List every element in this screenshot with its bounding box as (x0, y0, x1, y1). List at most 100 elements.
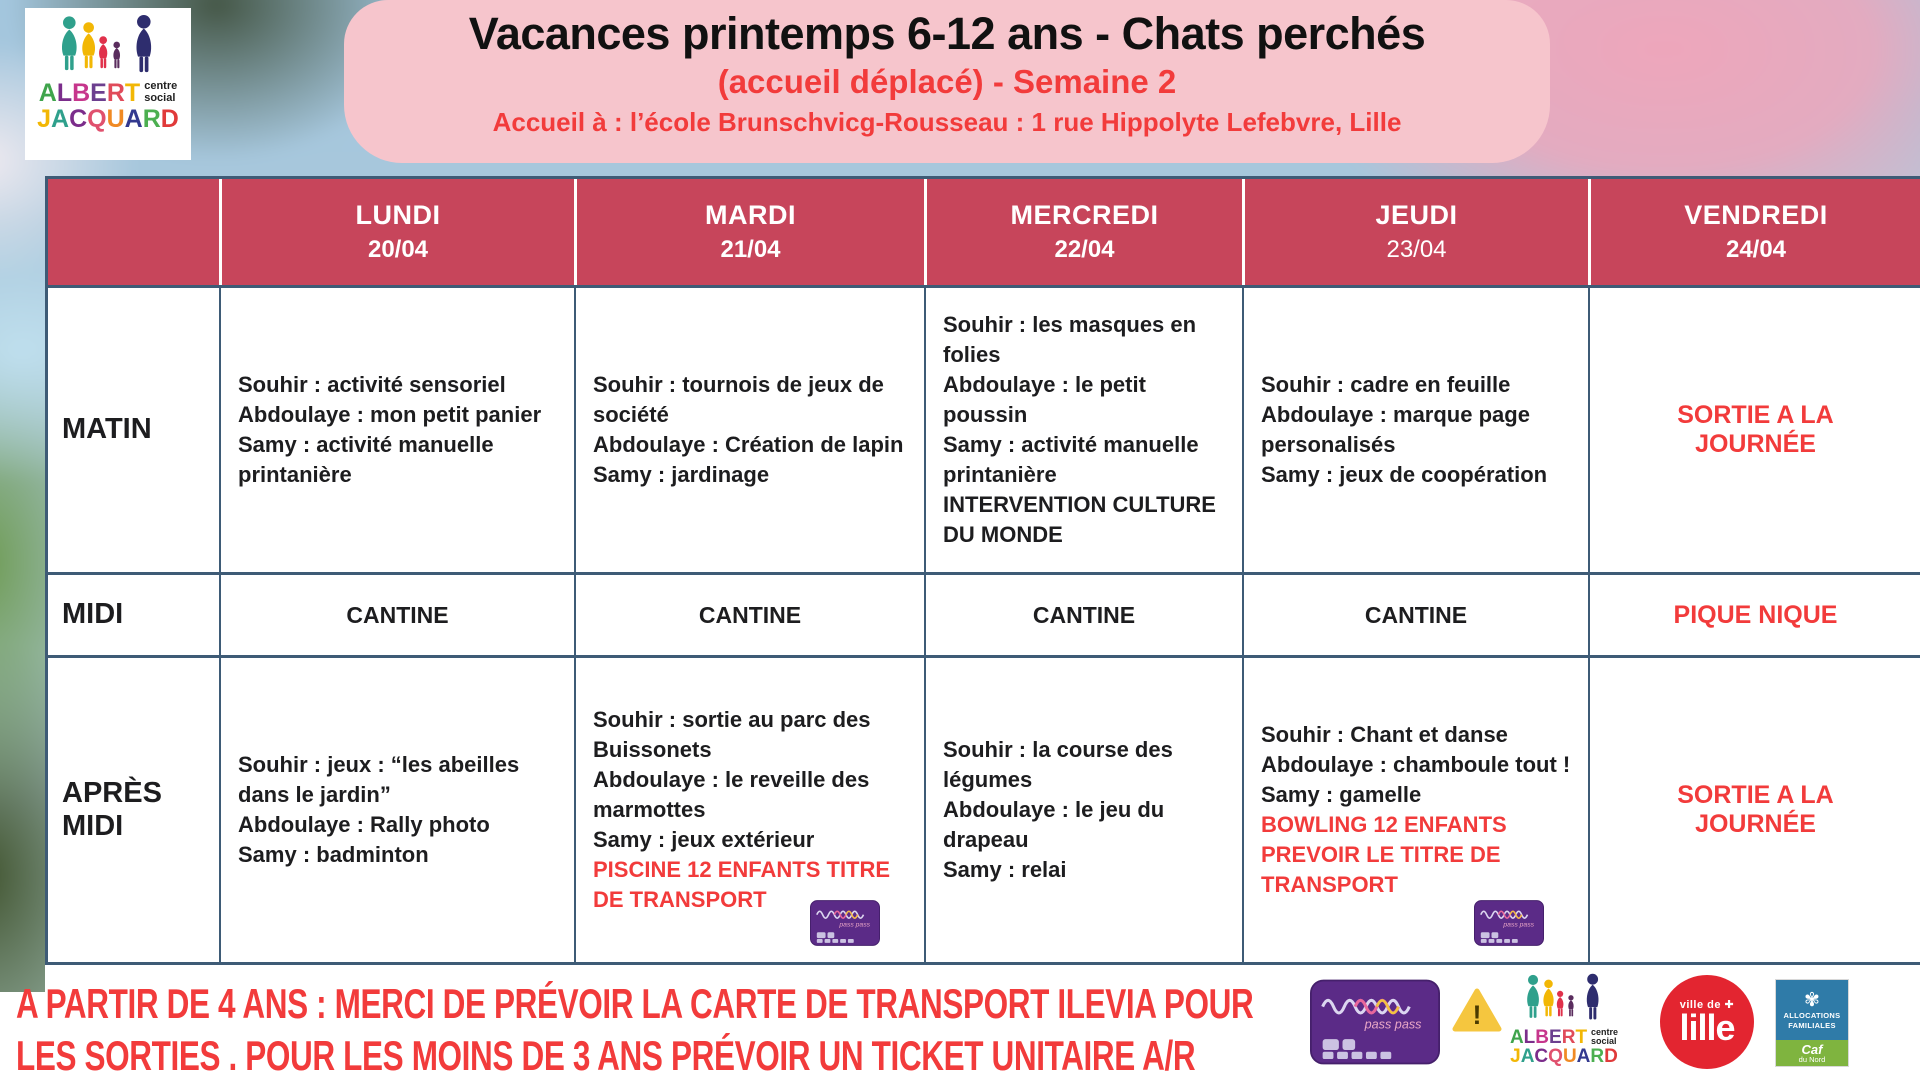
activity-line: BOWLING 12 ENFANTS PREVOIR LE TITRE DE T… (1261, 812, 1507, 898)
day-date: 24/04 (1725, 236, 1787, 263)
page-subtitle: (accueil déplacé) - Semaine 2 (717, 63, 1177, 100)
svg-text:pass pass: pass pass (1364, 1017, 1423, 1031)
cell-apres-midi-mardi: Souhir : sortie au parc des Buissonets Ab… (574, 655, 924, 962)
activity-line: Samy : jeux extérieur (593, 827, 815, 853)
logo-text-row: ALBERT centre social (1509, 1027, 1619, 1048)
day-header-vendredi: VENDREDI 24/04 (1588, 179, 1920, 285)
activity-line: Samy : activité manuelle printanière (943, 432, 1199, 488)
caf-logo-top: ✾ ALLOCATIONS FAMILIALES (1776, 980, 1848, 1040)
logo-dept-line2: social (144, 91, 176, 104)
activity-line: Abdoulaye : Création de lapin (593, 432, 904, 457)
day-header-mardi: MARDI 21/04 (574, 179, 924, 285)
activity-line: Abdoulaye : le reveille des marmottes (593, 766, 870, 822)
cell-apres-midi-lundi: Souhir : jeux : “les abeilles dans le ja… (219, 655, 574, 962)
logo-org-line1: ALBERT (1509, 1027, 1588, 1048)
activity-line: Souhir : Chant et danse (1261, 721, 1508, 747)
logo-org-line2: JACQUARD (37, 105, 179, 133)
family-figures (49, 14, 167, 79)
day-name: VENDREDI (1684, 200, 1828, 230)
day-name: LUNDI (355, 200, 441, 230)
transport-notice-line1: A PARTIR DE 4 ANS : MERCI DE PRÉVOIR LA … (16, 980, 1254, 1027)
transport-notice-line2: LES SORTIES . POUR LES MOINS DE 3 ANS PR… (16, 1032, 1196, 1079)
activity-line: Souhir : sortie au parc des Buissonets (593, 706, 871, 762)
title-banner: Vacances printemps 6-12 ans - Chats perc… (344, 0, 1550, 163)
activity-line: Abdoulaye : Rally photo (238, 812, 490, 837)
cell-midi-mercredi: CANTINE (924, 572, 1242, 655)
activity-line: Samy : jeux de coopération (1261, 462, 1548, 488)
logo-dept: centre social (1591, 1027, 1619, 1047)
passpass-card-logo: pass pass (1310, 977, 1440, 1067)
row-label-apres-midi: APRÈS MIDI (48, 655, 219, 962)
activity-line: Abdoulaye : chamboule tout ! (1261, 751, 1571, 777)
caf-logo: ✾ ALLOCATIONS FAMILIALES Caf du Nord (1776, 980, 1848, 1066)
activity-line: Samy : badminton (238, 842, 429, 868)
activity-line: Souhir : cadre en feuille (1261, 371, 1511, 397)
day-name: MERCREDI (1010, 200, 1159, 230)
row-label-midi: MIDI (48, 572, 219, 655)
passpass-card-icon: pass pass (810, 900, 880, 946)
cell-matin-jeudi: Souhir : cadre en feuille Abdoulaye : mar… (1242, 285, 1588, 572)
schedule-table: LUNDI 20/04 MARDI 21/04 MERCREDI 22/04 JEUDI 23… (45, 176, 1920, 965)
cell-matin-mardi: Souhir : tournois de jeux de société Abdo… (574, 285, 924, 572)
day-name: MARDI (705, 200, 796, 230)
activity-line: Souhir : activité sensoriel (238, 371, 506, 397)
albert-jacquard-footer-logo: ALBERT centre social JACQUARD (1500, 973, 1628, 1069)
logo-dept: centre social (144, 80, 178, 104)
page-title: Vacances printemps 6-12 ans - Chats perc… (468, 8, 1426, 59)
lille-logo-name: lille (1679, 1007, 1735, 1049)
welcome-location: Accueil à : l’école Brunschvicg-Rousseau… (492, 107, 1402, 137)
activity-line: Samy : jardinage (593, 462, 770, 488)
activity-line: Samy : gamelle (1261, 781, 1422, 807)
footer-background-left (0, 992, 46, 1080)
logo-dept-line1: centre (1591, 1027, 1619, 1037)
cell-midi-jeudi: CANTINE (1242, 572, 1588, 655)
cell-midi-lundi: CANTINE (219, 572, 574, 655)
day-name: JEUDI (1375, 200, 1458, 230)
ville-de-lille-logo: ville de ✚ lille (1660, 975, 1754, 1069)
activity-line: Samy : activité manuelle printanière (238, 432, 494, 488)
passpass-card-icon: pass pass (810, 900, 880, 946)
logo-dept-line2: social (1591, 1036, 1617, 1047)
svg-text:pass pass: pass pass (838, 921, 870, 928)
family-figures (1516, 973, 1612, 1026)
cell-matin-vendredi: SORTIE A LA JOURNÉE (1588, 285, 1920, 572)
activity-line: Abdoulaye : le jeu du drapeau (943, 796, 1165, 853)
activity-line: Abdoulaye : le petit poussin (943, 371, 1146, 427)
family-figures-icon (61, 14, 152, 73)
logo-org-line1: ALBERT (38, 79, 141, 107)
table-corner-cell (48, 179, 219, 285)
activity-line: Abdoulaye : mon petit panier (238, 401, 542, 427)
passpass-card-icon: pass pass (1474, 900, 1544, 946)
caf-org-line1: ALLOCATIONS (1783, 1010, 1841, 1020)
day-date: 21/04 (720, 236, 781, 263)
passpass-card-icon: pass pass (1310, 979, 1440, 1065)
cell-apres-midi-vendredi: SORTIE A LA JOURNÉE (1588, 655, 1920, 962)
cell-apres-midi-mercredi: Souhir : la course des légumes Abdoulaye … (924, 655, 1242, 962)
activity-line: Souhir : les masques en folies (943, 311, 1197, 367)
cell-apres-midi-jeudi: Souhir : Chant et danse Abdoulaye : chamb… (1242, 655, 1588, 962)
day-header-jeudi: JEUDI 23/04 (1242, 179, 1588, 285)
day-header-mercredi: MERCREDI 22/04 (924, 179, 1242, 285)
cell-matin-lundi: Souhir : activité sensoriel Abdoulaye : m… (219, 285, 574, 572)
activity-line: PISCINE 12 ENFANTS TITRE DE TRANSPORT (593, 857, 891, 913)
activity-line: Samy : relai (943, 857, 1067, 883)
activity-line: INTERVENTION CULTURE DU MONDE (943, 492, 1216, 548)
footer-background (45, 962, 1920, 1080)
caf-org-line2: FAMILIALES (1788, 1020, 1836, 1030)
warning-icon: ! (1452, 986, 1502, 1034)
cell-midi-vendredi: PIQUE NIQUE (1588, 572, 1920, 655)
cell-midi-mardi: CANTINE (574, 572, 924, 655)
activity-line: Souhir : tournois de jeux de société (593, 371, 884, 427)
day-header-lundi: LUNDI 20/04 (219, 179, 574, 285)
caf-name: Caf (1801, 1041, 1823, 1057)
activity-line: Souhir : jeux : “les abeilles dans le ja… (238, 751, 520, 807)
caf-sub: du Nord (1798, 1054, 1826, 1064)
svg-text:!: ! (1473, 1000, 1482, 1030)
lille-logo-top: ville de ✚ (1679, 999, 1735, 1012)
day-date: 20/04 (367, 236, 429, 263)
row-label-matin: MATIN (48, 285, 219, 572)
family-figures-icon (1527, 973, 1599, 1020)
logo-org-line2: JACQUARD (1510, 1046, 1618, 1067)
logo-dept-line1: centre (144, 80, 178, 92)
